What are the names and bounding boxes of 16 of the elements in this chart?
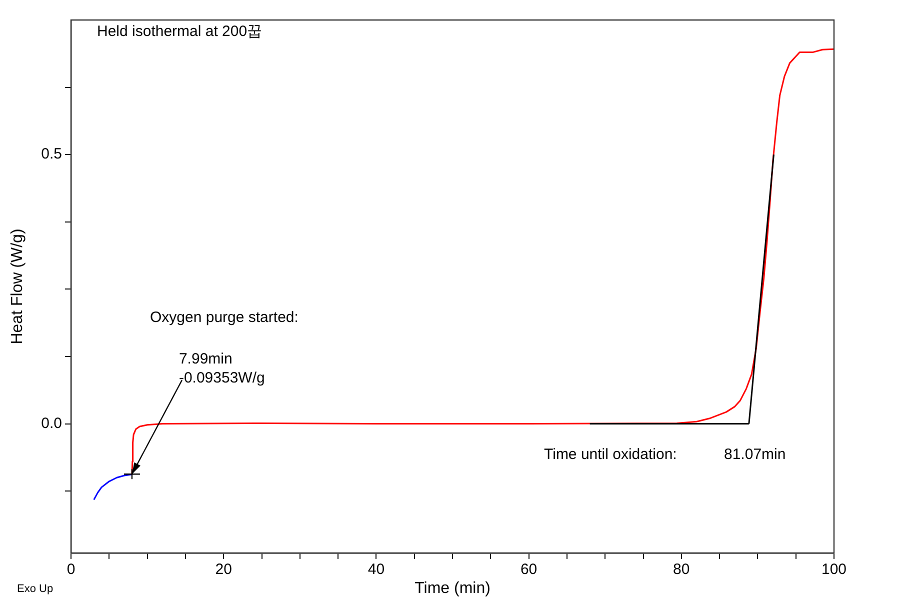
text: Exo Up xyxy=(17,583,54,596)
annotation: Held isothermal at 200꿉 xyxy=(97,23,262,40)
annotation: 7.99min -0.09353W/g xyxy=(178,350,265,386)
annotation: Oxygen purge started: xyxy=(150,309,298,326)
annotation: 81.07min xyxy=(724,446,786,464)
x-tick-label: 0 xyxy=(66,561,76,578)
y-tick-label: 0.0 xyxy=(41,414,62,432)
x-tick-label: 100 xyxy=(821,561,847,578)
x-tick-label: 60 xyxy=(520,561,538,578)
x-axis-title: Time (min) xyxy=(414,580,490,597)
x-tick-label: 80 xyxy=(673,561,690,578)
annotation: Time until oxidation: xyxy=(544,446,677,464)
x-tick-label: 20 xyxy=(215,561,232,578)
y-axis-title: Heat Flow (W/g) xyxy=(9,228,26,344)
y-tick-label: 0.5 xyxy=(41,146,62,163)
x-tick-label: 40 xyxy=(368,561,385,578)
